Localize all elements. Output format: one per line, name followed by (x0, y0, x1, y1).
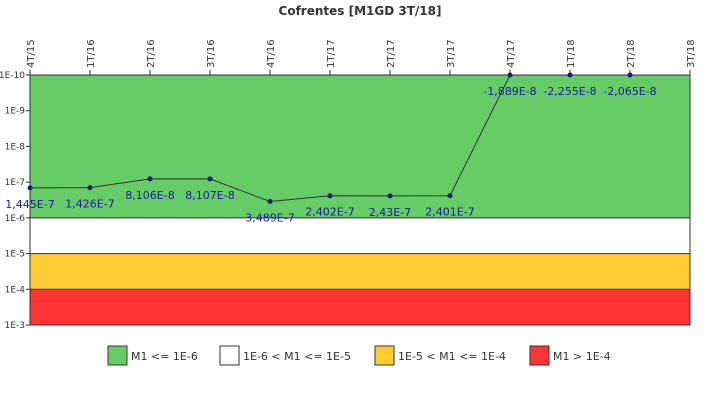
data-label: 1,426E-7 (65, 198, 114, 211)
data-label: 2,401E-7 (425, 206, 474, 219)
y-tick-label: 1E-9 (5, 107, 26, 117)
plot-border (29, 74, 691, 326)
data-point (87, 185, 93, 191)
data-point (267, 199, 273, 205)
y-tick-label: 1E-8 (5, 142, 26, 152)
y-tick-label: 1E-3 (5, 321, 25, 331)
legend-swatch (374, 345, 395, 366)
band-0 (30, 75, 690, 218)
data-point (147, 176, 153, 182)
x-tick-label: 4T/15 (26, 39, 37, 68)
legend-swatch (529, 345, 550, 366)
y-tick-label: 1E-4 (5, 285, 26, 295)
x-tick-label: 1T/16 (86, 39, 97, 68)
data-label: -1,889E-8 (483, 85, 536, 98)
data-label: -2,255E-8 (543, 85, 596, 98)
y-tick-label: 1E-7 (5, 178, 25, 188)
band-2 (30, 253, 690, 290)
legend-label: M1 > 1E-4 (553, 350, 611, 363)
x-tick-label: 3T/18 (686, 39, 697, 68)
x-tick-label: 2T/17 (386, 39, 397, 68)
x-tick-label: 4T/17 (506, 39, 517, 68)
y-tick-label: 1E-10 (0, 71, 25, 81)
legend-label: 1E-6 < M1 <= 1E-5 (243, 350, 351, 363)
x-tick-label: 3T/17 (446, 39, 457, 68)
x-tick-label: 4T/16 (266, 39, 277, 68)
x-tick-label: 2T/18 (626, 39, 637, 68)
y-tick-label: 1E-6 (5, 214, 26, 224)
x-axis: 4T/15 1T/16 2T/16 3T/16 4T/16 1T/17 2T/17 3T/17… (26, 39, 697, 75)
legend-swatch (107, 345, 128, 366)
y-tick-label: 1E-5 (5, 250, 25, 260)
y-axis: 1E-10 1E-9 1E-8 1E-7 1E-6 1E-5 1E-4 1E-3 (0, 71, 30, 331)
band-3 (30, 289, 690, 325)
data-label: -2,065E-8 (603, 85, 656, 98)
data-label: 3,489E-7 (245, 212, 294, 225)
x-tick-label: 3T/16 (206, 39, 217, 68)
data-point (627, 72, 633, 78)
data-label: 2,402E-7 (305, 206, 354, 219)
data-point (327, 193, 333, 199)
data-point (507, 72, 513, 78)
band-1 (30, 217, 690, 254)
legend-label: 1E-5 < M1 <= 1E-4 (398, 350, 506, 363)
data-label: 8,107E-8 (185, 189, 234, 202)
series-group: 1,445E-7 1,426E-7 8,106E-8 8,107E-8 3,489E-7… (5, 72, 657, 225)
legend: M1 <= 1E-6 1E-6 < M1 <= 1E-5 1E-5 < M1 <= … (107, 345, 611, 366)
data-label: 1,445E-7 (5, 198, 54, 211)
legend-label: M1 <= 1E-6 (131, 350, 198, 363)
data-point (447, 193, 453, 199)
data-point (567, 72, 573, 78)
data-label: 8,106E-8 (125, 189, 174, 202)
x-tick-label: 1T/17 (326, 39, 337, 68)
data-point (207, 176, 213, 182)
legend-swatch (219, 345, 240, 366)
chart-title: Cofrentes [M1GD 3T/18] (279, 4, 442, 18)
data-label: 2,43E-7 (369, 206, 411, 219)
x-tick-label: 1T/18 (566, 39, 577, 68)
risk-bands (29, 74, 691, 326)
x-tick-label: 2T/16 (146, 39, 157, 68)
data-point (387, 193, 393, 199)
data-point (27, 185, 33, 191)
